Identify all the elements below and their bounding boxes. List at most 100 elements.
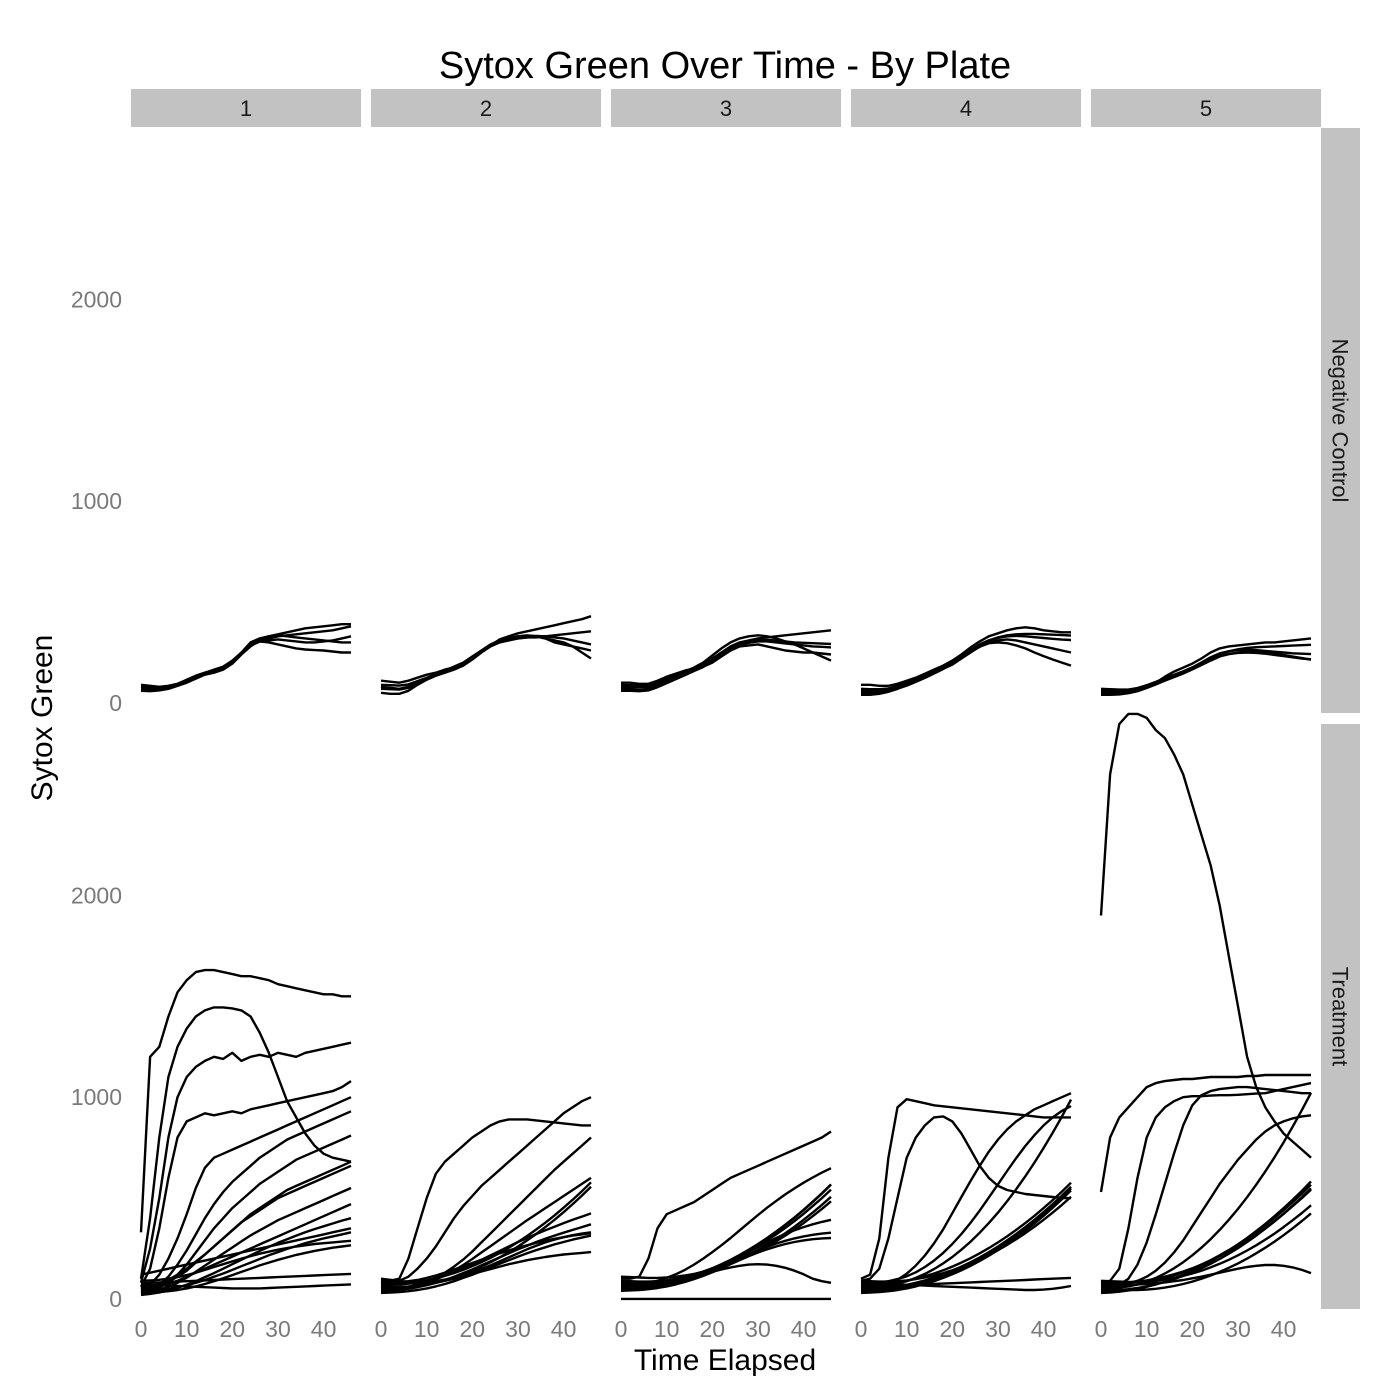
series-line bbox=[1100, 1081, 1312, 1284]
series-line bbox=[140, 1096, 352, 1290]
panel-negative-control-plate-4 bbox=[860, 626, 1072, 696]
facet-panels bbox=[139, 615, 1313, 1301]
series-line bbox=[861, 1185, 1072, 1291]
series-line bbox=[139, 968, 351, 1233]
x-tick-label: 40 bbox=[551, 1316, 577, 1342]
facet-row-strips: Negative Control Treatment bbox=[1321, 128, 1360, 1309]
series-line bbox=[861, 1105, 1072, 1285]
x-tick-label: 10 bbox=[894, 1316, 920, 1342]
facet-strip-label-negative-control: Negative Control bbox=[1328, 339, 1353, 503]
facet-strip-negative-control bbox=[1321, 128, 1360, 713]
series-line bbox=[380, 1181, 592, 1286]
y-tick-label: 1000 bbox=[71, 488, 122, 514]
series-line bbox=[1099, 712, 1312, 1159]
series-line bbox=[140, 623, 351, 688]
x-tick-label: 40 bbox=[1031, 1316, 1057, 1342]
series-line bbox=[140, 1227, 352, 1276]
series-line bbox=[621, 1130, 832, 1280]
facet-strip-label-plate-1: 1 bbox=[240, 96, 252, 121]
series-line bbox=[140, 1164, 352, 1290]
x-tick-label: 20 bbox=[700, 1316, 726, 1342]
series-line bbox=[380, 630, 592, 691]
y-tick-label: 2000 bbox=[71, 882, 122, 908]
x-tick-label: 20 bbox=[1180, 1316, 1206, 1342]
x-tick-label: 30 bbox=[505, 1316, 531, 1342]
series-line bbox=[620, 1200, 832, 1280]
facet-strip-label-plate-3: 3 bbox=[720, 96, 732, 121]
x-tick-label: 30 bbox=[985, 1316, 1011, 1342]
x-tick-label: 40 bbox=[311, 1316, 337, 1342]
x-axis-title: Time Elapsed bbox=[634, 1344, 816, 1377]
series-line bbox=[621, 643, 832, 685]
x-tick-label: 10 bbox=[174, 1316, 200, 1342]
series-line bbox=[381, 1185, 592, 1291]
y-axis-title: Sytox Green bbox=[26, 635, 59, 802]
facet-strip-plate-3 bbox=[611, 89, 841, 127]
x-tick-label: 0 bbox=[135, 1316, 148, 1342]
x-tick-label: 30 bbox=[745, 1316, 771, 1342]
x-tick-label: 20 bbox=[460, 1316, 486, 1342]
x-tick-label: 10 bbox=[1134, 1316, 1160, 1342]
series-line bbox=[380, 634, 592, 687]
series-line bbox=[861, 626, 1071, 687]
x-tick-label: 20 bbox=[220, 1316, 246, 1342]
series-line bbox=[141, 1283, 352, 1290]
series-line bbox=[1100, 1180, 1312, 1295]
x-tick-label: 0 bbox=[615, 1316, 628, 1342]
y-tick-label: 0 bbox=[109, 1286, 122, 1312]
panel-treatment-plate-4 bbox=[860, 1092, 1073, 1295]
panel-negative-control-plate-1 bbox=[140, 623, 352, 693]
series-line bbox=[140, 635, 352, 692]
series-line bbox=[140, 625, 352, 693]
y-tick-label: 1000 bbox=[71, 1084, 122, 1110]
x-tick-label: 30 bbox=[1225, 1316, 1251, 1342]
panel-negative-control-plate-3 bbox=[620, 629, 832, 693]
panel-treatment-plate-5 bbox=[1099, 712, 1313, 1295]
facet-strip-plate-1 bbox=[131, 89, 361, 127]
facet-strip-label-treatment: Treatment bbox=[1328, 967, 1353, 1066]
series-line bbox=[1100, 650, 1312, 694]
series-line bbox=[621, 629, 832, 691]
series-line bbox=[621, 640, 832, 693]
series-line bbox=[139, 1041, 352, 1284]
chart-title: Sytox Green Over Time - By Plate bbox=[439, 45, 1011, 87]
series-line bbox=[861, 1181, 1072, 1287]
series-line bbox=[1100, 1085, 1311, 1288]
series-line bbox=[860, 1187, 1072, 1292]
facet-strip-label-plate-5: 5 bbox=[1200, 96, 1212, 121]
x-tick-label: 40 bbox=[791, 1316, 817, 1342]
facet-strip-label-plate-2: 2 bbox=[480, 96, 492, 121]
series-line bbox=[861, 1276, 1072, 1289]
panel-treatment-plate-3 bbox=[620, 1130, 832, 1301]
series-line bbox=[140, 1244, 352, 1295]
y-tick-label: 2000 bbox=[71, 286, 122, 312]
panel-treatment-plate-2 bbox=[380, 1096, 592, 1295]
panel-negative-control-plate-5 bbox=[1100, 637, 1312, 696]
series-line bbox=[140, 1186, 352, 1295]
series-line bbox=[860, 1281, 1072, 1292]
series-line bbox=[140, 634, 351, 690]
series-line bbox=[1099, 1073, 1311, 1193]
series-line bbox=[621, 1262, 832, 1291]
series-line bbox=[139, 1006, 352, 1279]
series-line bbox=[621, 1188, 832, 1285]
x-tick-label: 0 bbox=[375, 1316, 388, 1342]
series-line bbox=[860, 632, 1072, 691]
facet-strip-plate-5 bbox=[1091, 89, 1321, 127]
series-line bbox=[139, 1080, 352, 1288]
series-line bbox=[861, 641, 1072, 694]
series-line bbox=[860, 1097, 1071, 1280]
x-tick-label: 20 bbox=[940, 1316, 966, 1342]
series-line bbox=[860, 634, 1072, 693]
series-line bbox=[380, 1118, 591, 1284]
facet-strip-label-plate-4: 4 bbox=[960, 96, 972, 121]
facet-column-strips: 1 2 3 4 5 bbox=[131, 89, 1321, 127]
y-tick-label: 0 bbox=[109, 690, 122, 716]
facet-strip-treatment bbox=[1321, 724, 1360, 1309]
x-tick-label: 10 bbox=[414, 1316, 440, 1342]
series-line bbox=[1101, 1263, 1312, 1287]
series-line bbox=[380, 1096, 592, 1283]
panel-negative-control-plate-2 bbox=[380, 615, 592, 695]
x-tick-label: 30 bbox=[265, 1316, 291, 1342]
series-line bbox=[860, 1099, 1073, 1288]
